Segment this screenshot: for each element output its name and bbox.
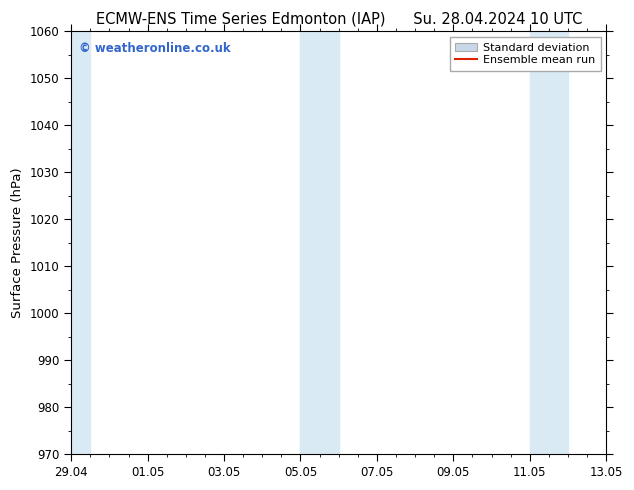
Y-axis label: Surface Pressure (hPa): Surface Pressure (hPa) — [11, 168, 24, 318]
Bar — [71, 31, 90, 454]
Bar — [530, 31, 568, 454]
Text: © weatheronline.co.uk: © weatheronline.co.uk — [79, 42, 231, 55]
Legend: Standard deviation, Ensemble mean run: Standard deviation, Ensemble mean run — [450, 37, 600, 71]
Title: ECMW-ENS Time Series Edmonton (IAP)      Su. 28.04.2024 10 UTC: ECMW-ENS Time Series Edmonton (IAP) Su. … — [96, 11, 582, 26]
Bar — [301, 31, 339, 454]
